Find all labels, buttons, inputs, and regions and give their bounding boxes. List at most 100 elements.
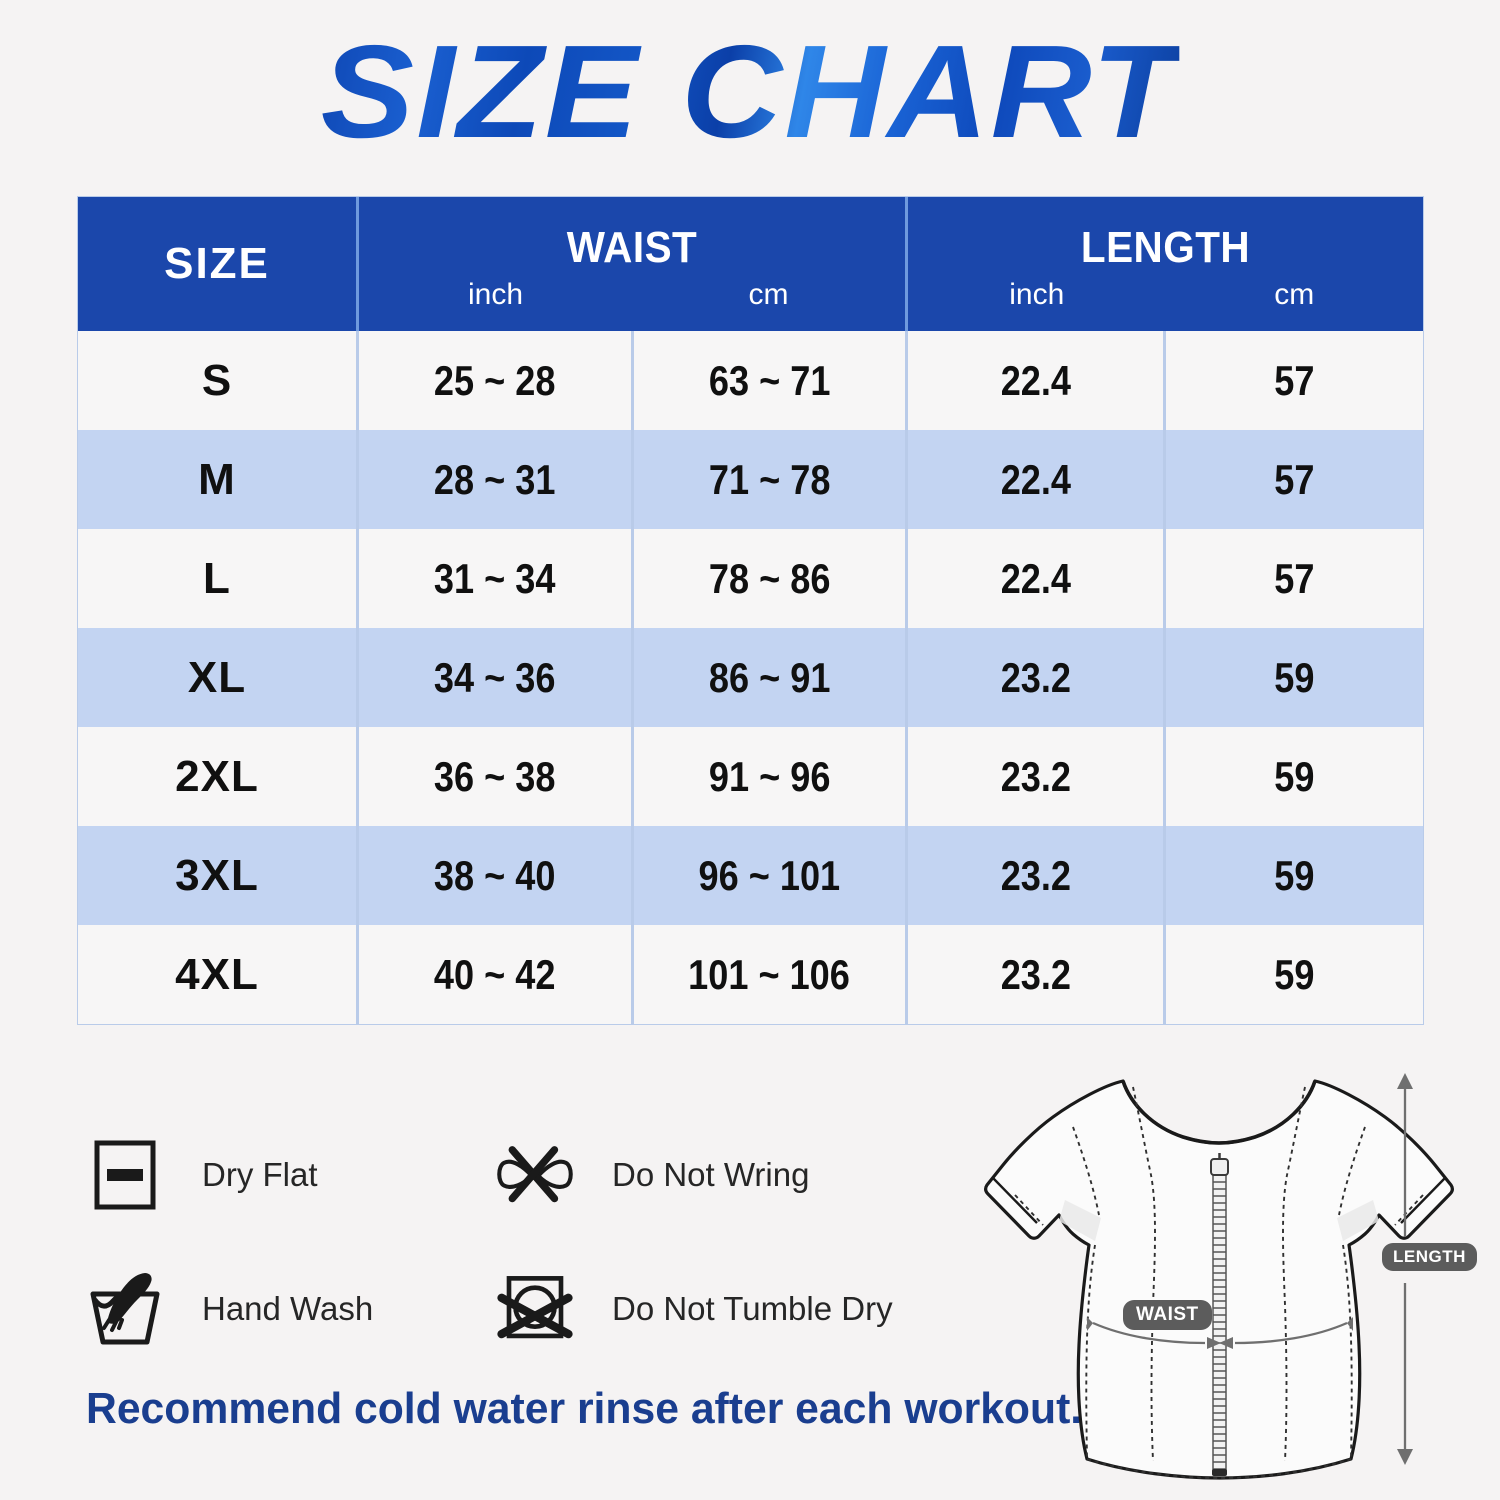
cell-length-inch-value: 23.2: [1000, 752, 1071, 800]
do-not-wring-icon: [496, 1135, 574, 1215]
cell-waist-inch-value: 31 ~ 34: [433, 554, 556, 602]
table-row: S 25 ~ 28 63 ~ 71 22.4 57: [78, 331, 1423, 430]
size-chart-table: SIZE WAIST inch cm LENGTH inch cm S 25 ~ …: [78, 197, 1423, 1024]
cell-size: 3XL: [78, 826, 359, 925]
header-length-units: inch cm: [908, 280, 1423, 310]
header-row: SIZE WAIST inch cm LENGTH inch cm: [78, 197, 1423, 331]
cell-waist-cm: 96 ~ 101: [632, 826, 908, 925]
header-length-inch: inch: [1009, 278, 1065, 311]
header-waist-cm: cm: [748, 278, 789, 311]
cell-waist-inch: 34 ~ 36: [357, 628, 634, 727]
length-measure-label: LENGTH: [1382, 1243, 1477, 1271]
cell-waist-cm-value: 91 ~ 96: [708, 752, 831, 800]
cell-length-inch-value: 23.2: [1000, 851, 1071, 899]
header-cell-waist: WAIST inch cm: [357, 197, 908, 331]
cell-length-cm: 57: [1164, 529, 1423, 628]
cell-length-inch-value: 22.4: [1000, 554, 1071, 602]
care-label-do-not-tumble-dry: Do Not Tumble Dry: [612, 1290, 893, 1327]
cell-length-inch-value: 22.4: [1000, 455, 1071, 503]
dry-flat-icon: [86, 1135, 164, 1215]
table-row: M 28 ~ 31 71 ~ 78 22.4 57: [78, 430, 1423, 529]
cell-waist-inch-value: 40 ~ 42: [433, 950, 556, 998]
cell-length-inch: 22.4: [906, 331, 1167, 430]
cell-waist-inch: 38 ~ 40: [357, 826, 634, 925]
header-cell-length: LENGTH inch cm: [906, 197, 1423, 331]
cell-waist-cm-value: 63 ~ 71: [708, 356, 831, 404]
header-length-cm: cm: [1274, 278, 1315, 311]
cell-waist-cm: 86 ~ 91: [632, 628, 908, 727]
cell-length-cm: 59: [1164, 925, 1423, 1024]
cell-size: 4XL: [78, 925, 359, 1024]
cell-length-cm-value: 57: [1274, 455, 1315, 503]
title-area: SIZE CHART: [0, 14, 1500, 169]
cell-length-inch: 23.2: [906, 628, 1167, 727]
cell-waist-cm-value: 86 ~ 91: [708, 653, 831, 701]
hand-wash-icon: [86, 1269, 164, 1349]
table-row: 2XL 36 ~ 38 91 ~ 96 23.2 59: [78, 727, 1423, 826]
table-row: L 31 ~ 34 78 ~ 86 22.4 57: [78, 529, 1423, 628]
sleeve-shading: [1059, 1200, 1379, 1241]
cell-waist-inch: 28 ~ 31: [357, 430, 634, 529]
header-cell-size: SIZE: [78, 197, 359, 331]
cell-length-cm-value: 59: [1274, 950, 1315, 998]
cell-size: 2XL: [78, 727, 359, 826]
cell-waist-inch: 40 ~ 42: [357, 925, 634, 1024]
table-row: 3XL 38 ~ 40 96 ~ 101 23.2 59: [78, 826, 1423, 925]
zipper: [1210, 1153, 1229, 1476]
cell-size: L: [78, 529, 359, 628]
care-item-do-not-tumble-dry: Do Not Tumble Dry: [496, 1269, 893, 1349]
garment-svg: [984, 1073, 1454, 1480]
header-waist-units: inch cm: [359, 280, 905, 310]
care-row-1: Dry Flat Do Not Wring: [86, 1108, 986, 1242]
header-waist-inch: inch: [467, 278, 524, 311]
cell-waist-cm: 71 ~ 78: [632, 430, 908, 529]
cell-waist-cm-value: 96 ~ 101: [698, 851, 841, 899]
header-waist-label: WAIST: [566, 223, 698, 272]
table-header: SIZE WAIST inch cm LENGTH inch cm: [78, 197, 1423, 331]
cell-waist-cm: 78 ~ 86: [632, 529, 908, 628]
cell-length-inch-value: 22.4: [1000, 356, 1071, 404]
cell-size: M: [78, 430, 359, 529]
cell-waist-cm: 91 ~ 96: [632, 727, 908, 826]
cell-length-cm: 57: [1164, 430, 1423, 529]
cell-length-inch: 23.2: [906, 727, 1167, 826]
sleeve-cuffs: [992, 1177, 1446, 1224]
cell-size: S: [78, 331, 359, 430]
care-row-2: Hand Wash Do Not Tumble Dry: [86, 1242, 986, 1376]
cell-length-cm-value: 59: [1274, 752, 1315, 800]
table-body: S 25 ~ 28 63 ~ 71 22.4 57 M 28 ~ 31 71 ~ 78 22.4…: [78, 331, 1423, 1024]
cell-length-cm: 57: [1164, 331, 1423, 430]
cell-waist-inch: 36 ~ 38: [357, 727, 634, 826]
header-length-label: LENGTH: [1080, 223, 1251, 272]
table-row: XL 34 ~ 36 86 ~ 91 23.2 59: [78, 628, 1423, 727]
waist-measure-label: WAIST: [1123, 1300, 1212, 1330]
seam-lines: [1014, 1086, 1424, 1479]
cell-waist-inch: 25 ~ 28: [357, 331, 634, 430]
cell-length-inch: 23.2: [906, 826, 1167, 925]
cell-length-cm: 59: [1164, 628, 1423, 727]
cell-length-cm-value: 57: [1274, 554, 1315, 602]
waist-arrow-heads: [1087, 1317, 1353, 1349]
waist-arrow: [1092, 1321, 1348, 1345]
care-item-dry-flat: Dry Flat: [86, 1135, 496, 1215]
cell-length-inch: 22.4: [906, 430, 1167, 529]
cell-length-inch-value: 23.2: [1000, 950, 1071, 998]
cell-waist-cm-value: 78 ~ 86: [708, 554, 831, 602]
care-label-hand-wash: Hand Wash: [202, 1290, 374, 1327]
cell-length-inch: 23.2: [906, 925, 1167, 1024]
page-title: SIZE CHART: [320, 17, 1180, 165]
cell-length-cm-value: 59: [1274, 851, 1315, 899]
cell-length-cm: 59: [1164, 727, 1423, 826]
cell-waist-inch-value: 38 ~ 40: [433, 851, 556, 899]
length-arrow-heads: [1397, 1073, 1413, 1465]
cell-waist-inch-value: 28 ~ 31: [433, 455, 556, 503]
cell-length-inch-value: 23.2: [1000, 653, 1071, 701]
cell-waist-inch-value: 34 ~ 36: [433, 653, 556, 701]
cell-waist-inch-value: 36 ~ 38: [433, 752, 556, 800]
recommendation-text: Recommend cold water rinse after each wo…: [86, 1384, 1083, 1433]
care-item-do-not-wring: Do Not Wring: [496, 1135, 809, 1215]
cell-waist-cm: 101 ~ 106: [632, 925, 908, 1024]
garment-diagram: WAIST LENGTH: [955, 1055, 1477, 1500]
header-size-label: SIZE: [164, 239, 270, 288]
cell-waist-cm: 63 ~ 71: [632, 331, 908, 430]
